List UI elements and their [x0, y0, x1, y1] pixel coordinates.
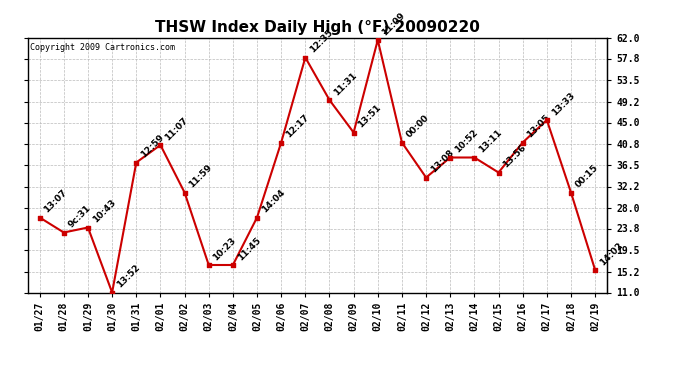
Point	[228, 262, 239, 268]
Point	[541, 117, 552, 123]
Point	[83, 225, 94, 231]
Point	[469, 154, 480, 160]
Text: 10:52: 10:52	[453, 128, 480, 155]
Point	[396, 140, 407, 146]
Point	[589, 267, 600, 273]
Text: 00:00: 00:00	[405, 114, 431, 140]
Text: 13:11: 13:11	[477, 128, 504, 155]
Text: 11:45: 11:45	[236, 236, 262, 262]
Point	[276, 140, 287, 146]
Text: 13:07: 13:07	[43, 188, 69, 215]
Point	[299, 54, 310, 60]
Point	[251, 214, 262, 220]
Point	[373, 37, 384, 43]
Point	[348, 129, 359, 135]
Point	[34, 214, 46, 220]
Text: 9c:31: 9c:31	[67, 204, 92, 230]
Text: 13:51: 13:51	[357, 103, 383, 130]
Text: 13:56: 13:56	[502, 143, 528, 170]
Text: 13:52: 13:52	[115, 263, 141, 290]
Text: 10:23: 10:23	[212, 236, 238, 262]
Text: Copyright 2009 Cartronics.com: Copyright 2009 Cartronics.com	[30, 43, 175, 52]
Text: 12:17: 12:17	[284, 113, 310, 140]
Text: 13:05: 13:05	[526, 113, 552, 140]
Point	[179, 189, 190, 195]
Text: 13:08: 13:08	[429, 148, 455, 175]
Text: 12:59: 12:59	[139, 133, 166, 160]
Point	[58, 230, 69, 236]
Point	[565, 189, 576, 195]
Text: 13:33: 13:33	[550, 91, 576, 117]
Point	[203, 262, 214, 268]
Point	[130, 159, 142, 165]
Point	[324, 97, 335, 103]
Text: 11:09: 11:09	[381, 10, 407, 37]
Text: 11:31: 11:31	[333, 70, 359, 97]
Point	[444, 154, 455, 160]
Text: 14:04: 14:04	[260, 188, 286, 215]
Point	[420, 174, 432, 180]
Text: 12:35: 12:35	[308, 28, 335, 55]
Point	[493, 170, 504, 176]
Text: 11:59: 11:59	[188, 163, 214, 190]
Title: THSW Index Daily High (°F) 20090220: THSW Index Daily High (°F) 20090220	[155, 20, 480, 35]
Point	[106, 290, 117, 296]
Text: 00:15: 00:15	[574, 163, 600, 190]
Point	[518, 140, 529, 146]
Text: 10:43: 10:43	[91, 198, 117, 225]
Point	[155, 142, 166, 148]
Text: 14:02: 14:02	[598, 241, 624, 267]
Text: 11:07: 11:07	[164, 116, 190, 142]
